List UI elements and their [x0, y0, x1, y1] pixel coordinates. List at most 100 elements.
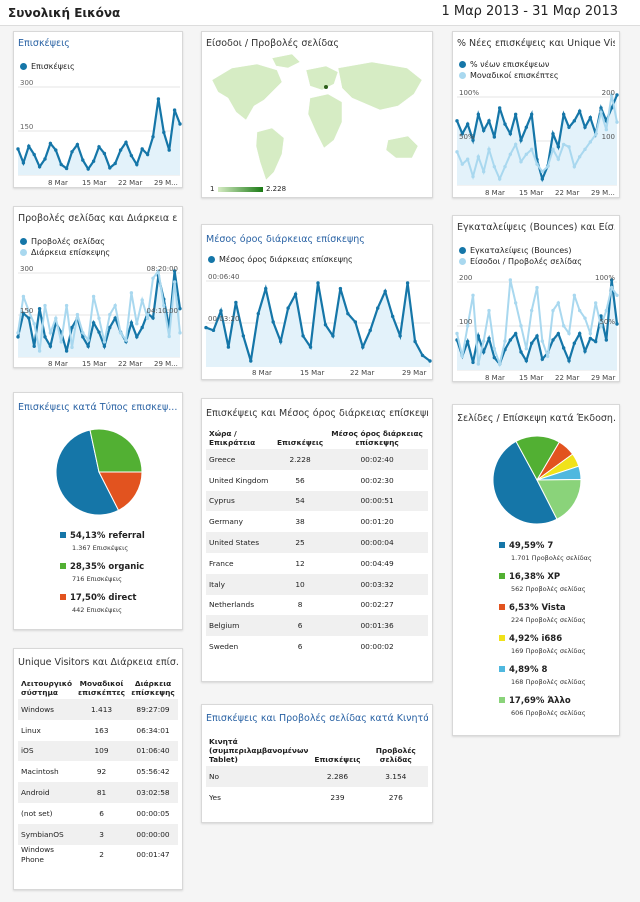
legend-dot-icon [20, 63, 27, 70]
data-point [48, 344, 53, 348]
pie-legend-sub: 1.701 Προβολές σελίδας [511, 554, 592, 562]
column-header[interactable]: Λειτουργικό σύστημα [21, 679, 73, 697]
x-tick-label: 22 Mar [555, 189, 579, 197]
data-point [508, 132, 513, 136]
widget-title[interactable]: % Νέες επισκέψεις και Unique Vis... [457, 38, 615, 49]
table-row[interactable]: iOS 109 01:06:40 [18, 740, 178, 762]
data-point [599, 106, 603, 110]
countries-table: Χώρα / Επικράτεια Επισκέψεις Μέσος όρος … [206, 427, 428, 657]
pie-legend-item[interactable]: 6,53% Vista [499, 603, 566, 613]
column-header[interactable]: Μέσος όρος διάρκειας επίσκεψης [331, 429, 423, 447]
table-row[interactable]: Macintosh 92 05:56:42 [21, 767, 170, 777]
australia-region [385, 135, 419, 159]
pie-legend-item[interactable]: 4,89% 8 [499, 665, 547, 675]
table-row[interactable]: Italy 10 00:03:32 [206, 573, 428, 595]
data-point [16, 147, 20, 151]
x-tick-label: 8 Mar [485, 189, 505, 197]
widget-title[interactable]: Είσοδοι / Προβολές σελίδας [206, 38, 339, 49]
data-point [167, 148, 171, 152]
data-point [513, 112, 518, 117]
table-row[interactable]: United Kingdom 56 00:02:30 [209, 475, 394, 485]
table-row[interactable]: SymbianOS 3 00:00:00 [18, 823, 178, 845]
x-tick-label: 22 Mar [350, 369, 374, 377]
table-row[interactable]: France 12 00:04:49 [209, 558, 394, 568]
y-tick-label: 08:20:00 [147, 265, 178, 273]
table-row[interactable]: Germany 38 00:01:20 [209, 517, 394, 527]
data-point [353, 320, 358, 324]
data-point [97, 316, 101, 320]
column-header[interactable]: Κινητά (συμπεριλαμβανομένων Tablet) [209, 737, 309, 764]
date-range-selector[interactable]: 1 Μαρ 2013 - 31 Μαρ 2013 [441, 4, 618, 19]
column-header[interactable]: Προβολές σελίδας [375, 746, 416, 764]
widget-title[interactable]: Επισκέψεις και Μέσος όρος διάρκειας επίσ… [206, 408, 428, 419]
widget-title[interactable]: Μέσος όρος διάρκειας επίσκεψης [206, 234, 365, 245]
x-tick-label: 15 Mar [82, 360, 106, 368]
data-point [16, 331, 20, 335]
avg-duration-line-chart: 00:06:40 00:03:20 8 Mar 15 Mar 22 Mar 29… [204, 273, 432, 377]
table-row[interactable]: United States 25 00:00:04 [206, 532, 428, 553]
data-point [135, 335, 139, 339]
column-header[interactable]: Διάρκεια επίσκεψης [131, 679, 175, 697]
widget-title[interactable]: Προβολές σελίδας και Διάρκεια ε... [18, 213, 178, 224]
table-row[interactable]: Android 81 03:02:58 [18, 782, 178, 803]
widget-title[interactable]: Σελίδες / Επίσκεψη κατά Έκδοση... [457, 413, 615, 424]
table-row[interactable]: Linux 163 06:34:01 [21, 725, 170, 735]
data-point [124, 338, 128, 342]
data-point [476, 112, 481, 117]
data-point [376, 306, 380, 310]
column-header[interactable]: Μοναδικοί επισκέπτες [78, 679, 126, 697]
data-point [70, 150, 74, 154]
legend-dot-icon [459, 247, 466, 254]
pie-legend-item[interactable]: 54,13% referral [60, 531, 145, 541]
pie-legend-item[interactable]: 17,50% direct [60, 593, 136, 603]
data-point [540, 357, 545, 361]
pie-legend-item[interactable]: 28,35% organic [60, 562, 144, 572]
table-row[interactable]: Netherlands 8 00:02:27 [209, 600, 394, 610]
pie-legend-item[interactable]: 49,59% 7 [499, 541, 553, 551]
table-row[interactable]: Cyprus 54 00:00:51 [206, 490, 428, 512]
widget-title[interactable]: Unique Visitors και Διάρκεια επίσ... [18, 657, 178, 668]
table-row[interactable]: Yes 239 276 [209, 792, 403, 802]
table-row[interactable]: Belgium 6 00:01:36 [206, 615, 428, 637]
world-map[interactable] [202, 50, 434, 200]
widget-unique-os: Unique Visitors και Διάρκεια επίσ... Λει… [13, 648, 183, 890]
data-point [145, 316, 150, 320]
data-point [551, 147, 555, 152]
data-point [286, 306, 290, 310]
x-tick-label: 15 Mar [519, 374, 543, 382]
data-point [32, 344, 36, 348]
column-header[interactable]: Επισκέψεις [277, 438, 324, 447]
widget-title[interactable]: Επισκέψεις και Προβολές σελίδας κατά Κιν… [206, 713, 428, 724]
pie-legend-item[interactable]: 16,38% XP [499, 572, 560, 582]
table-row[interactable]: Windows 1.413 89:27:09 [18, 699, 178, 720]
table-row[interactable]: Windows Phone 2 00:01:47 [21, 844, 170, 864]
data-point [572, 119, 577, 123]
map-scale-min: 1 [210, 185, 215, 193]
pie-legend-item[interactable]: 4,92% i686 [499, 634, 562, 644]
widget-title[interactable]: Επισκέψεις κατά Τύπος επισκεψ... [18, 402, 178, 413]
widget-title[interactable]: Επισκέψεις [18, 38, 70, 49]
data-point [54, 148, 58, 152]
x-tick-label: 8 Mar [48, 179, 68, 187]
data-point [529, 308, 534, 313]
data-point [513, 331, 518, 336]
widget-title[interactable]: Εγκαταλείψεις (Bounces) και Είσ... [457, 222, 615, 233]
pie-legend-item[interactable]: 17,69% Άλλο [499, 696, 571, 706]
column-header[interactable]: Χώρα / Επικράτεια [209, 429, 256, 447]
table-row[interactable]: Sweden 6 00:00:02 [209, 642, 394, 652]
table-row[interactable]: (not set) 6 00:00:05 [21, 808, 170, 818]
y-tick-label: 100 [602, 133, 615, 141]
data-point [75, 312, 80, 317]
table-row[interactable]: No 2.286 3.154 [206, 766, 428, 787]
column-header[interactable]: Επισκέψεις [314, 755, 361, 764]
mobile-table: Κινητά (συμπεριλαμβανομένων Tablet) Επισ… [206, 735, 428, 808]
data-point [508, 278, 513, 282]
data-point [583, 125, 587, 130]
data-point [487, 119, 491, 123]
data-point [113, 303, 117, 308]
greece-marker[interactable] [324, 85, 328, 89]
x-tick-label: 29 Mar [591, 374, 615, 382]
y-tick-label: 00:06:40 [208, 273, 239, 281]
africa-region [307, 93, 343, 149]
table-row[interactable]: Greece 2.228 00:02:40 [206, 449, 428, 470]
